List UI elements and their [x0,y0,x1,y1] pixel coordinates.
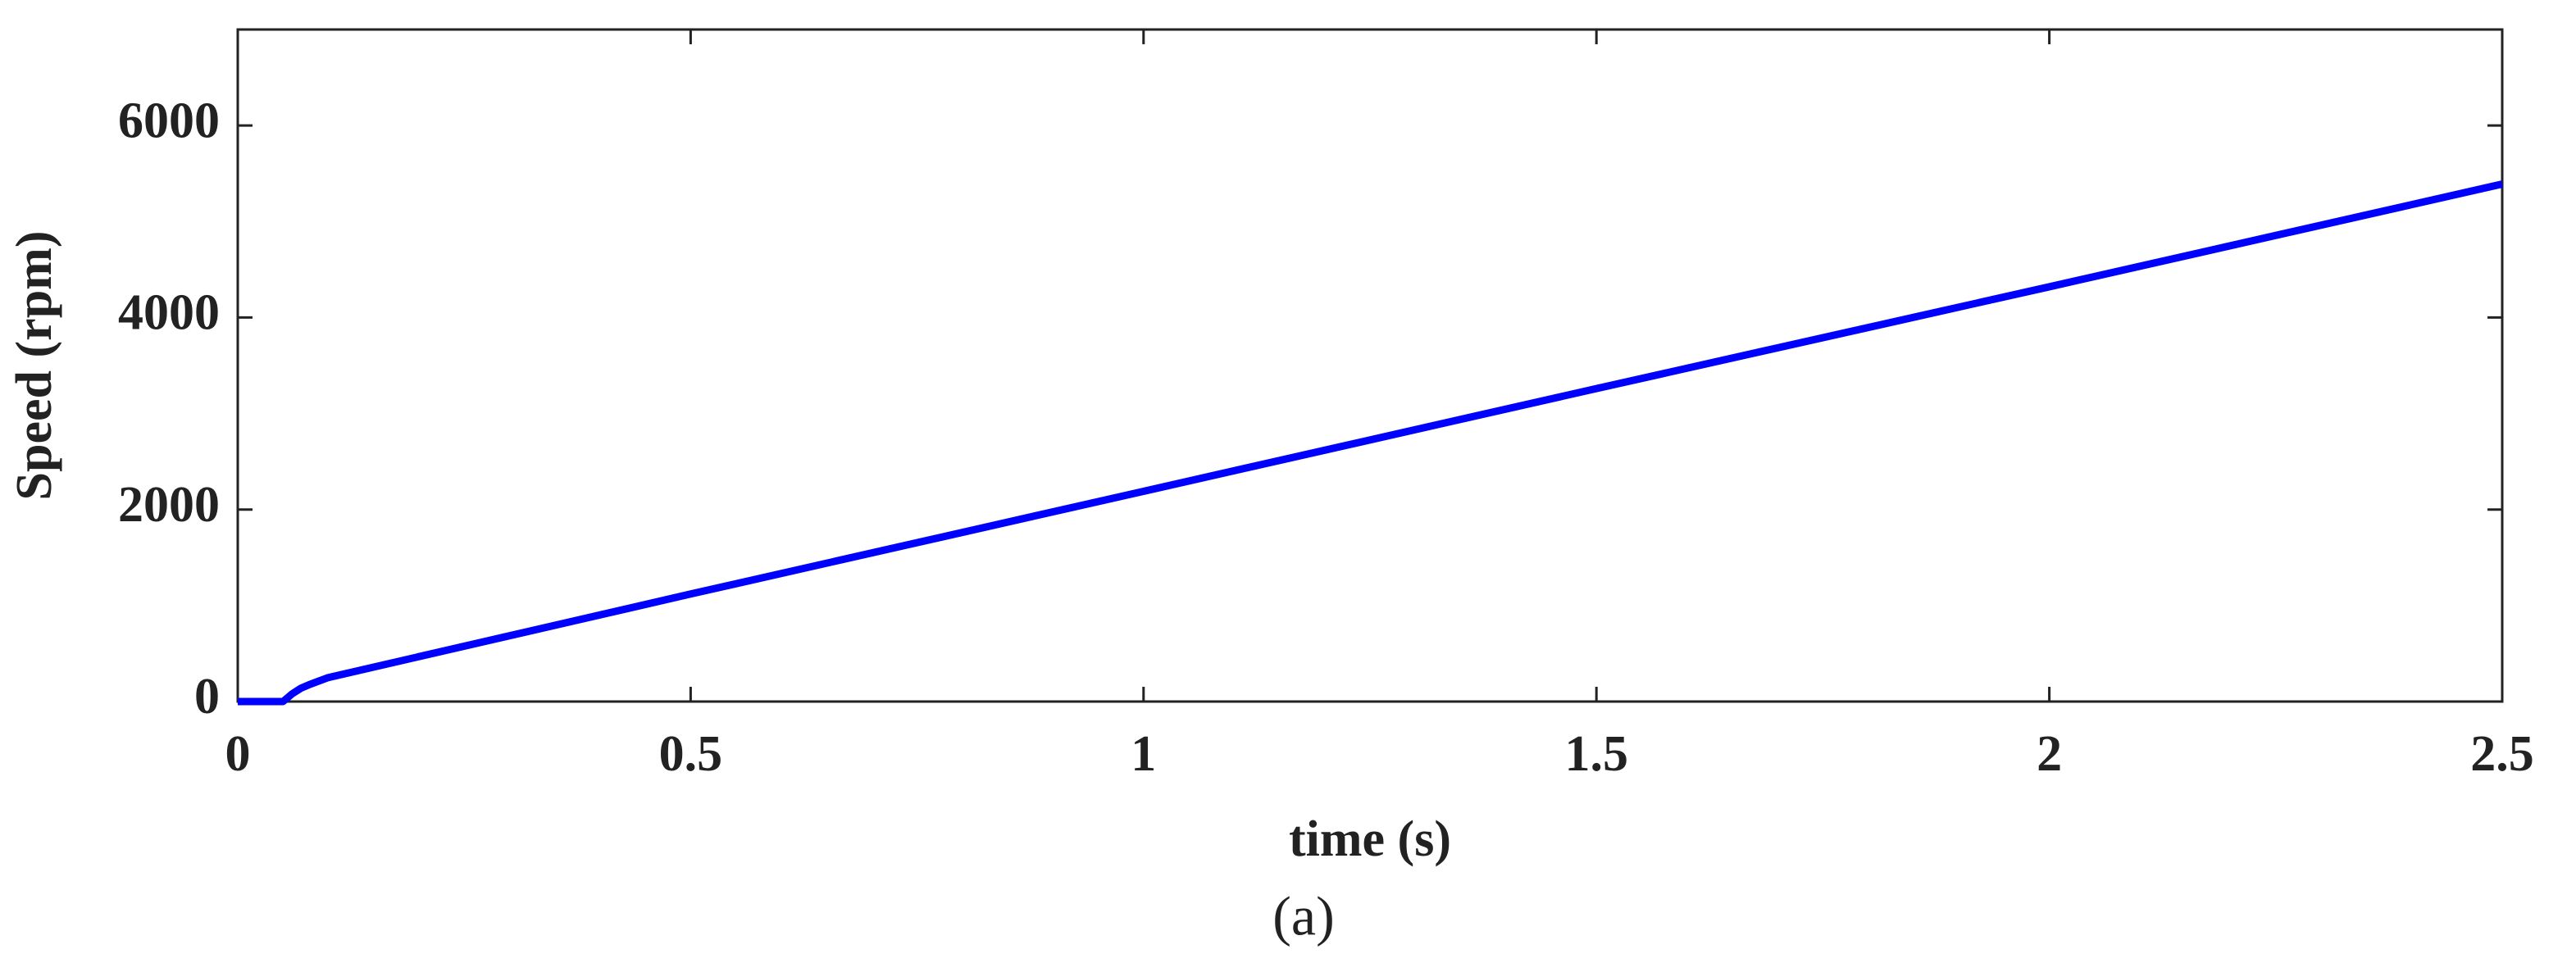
y-tick-label: 6000 [118,93,220,148]
x-tick-label: 0.5 [659,726,723,782]
y-tick-label: 4000 [118,285,220,341]
y-tick-label: 2000 [118,477,220,533]
x-tick-label: 2.5 [2470,726,2534,782]
plot-frame [236,28,2504,703]
x-tick-label: 2 [2037,726,2062,782]
y-axis-label: Speed (rpm) [7,231,62,501]
caption: (a) [1272,885,1334,947]
x-tick-label: 1 [1131,726,1156,782]
x-tick-label: 0 [225,726,251,782]
x-tick-label: 1.5 [1564,726,1628,782]
y-tick-label: 0 [194,669,220,724]
x-axis-label: time (s) [1289,811,1451,867]
line-series [238,180,2503,706]
